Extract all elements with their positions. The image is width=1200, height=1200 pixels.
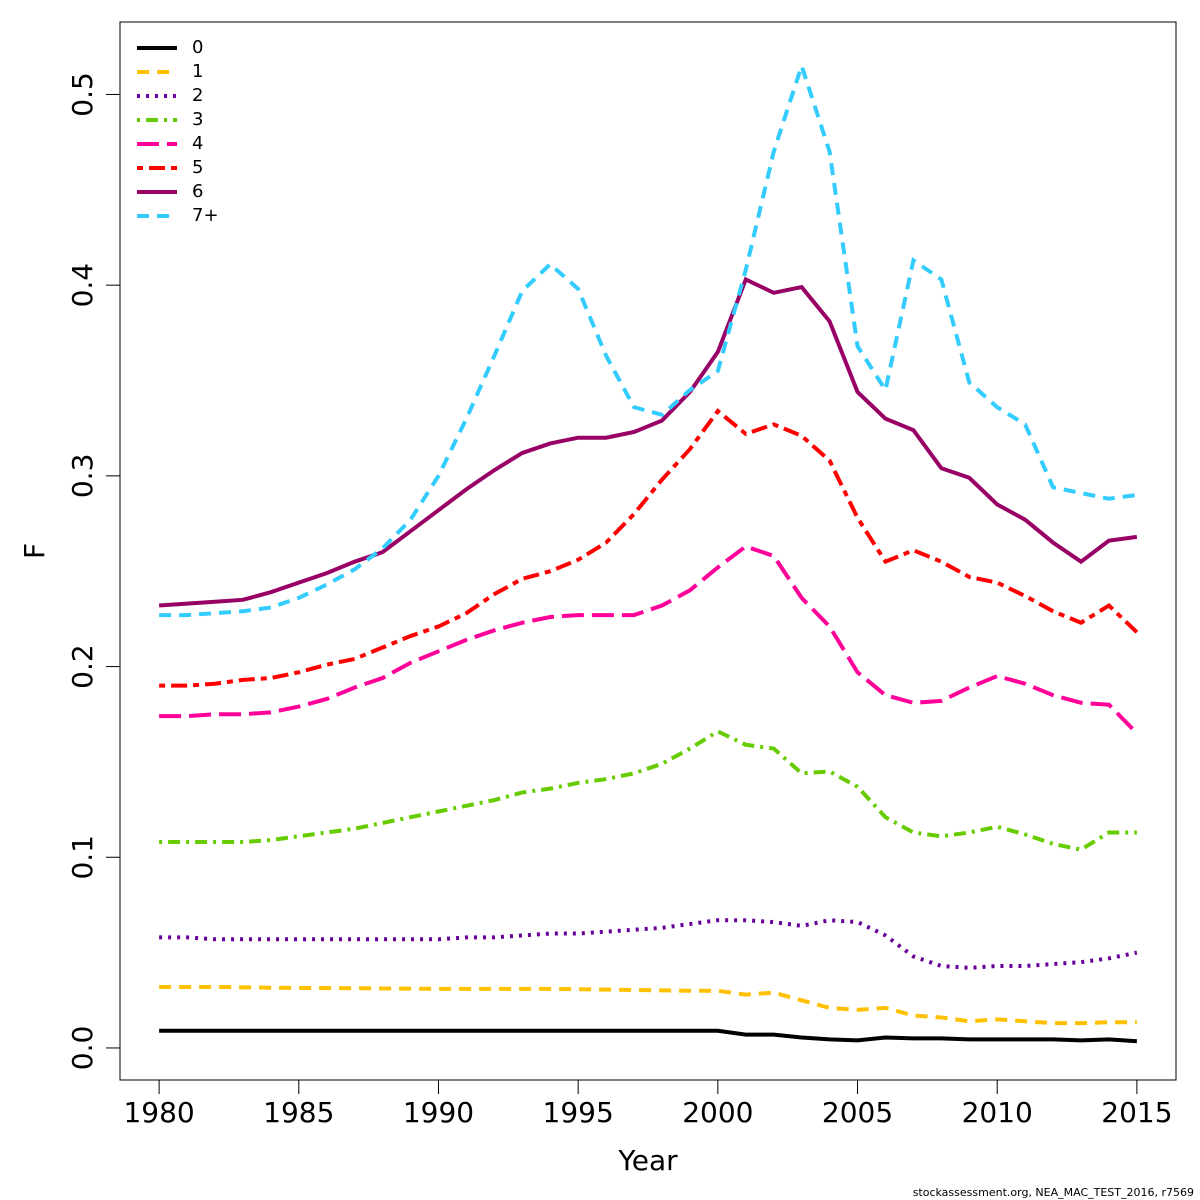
series-line <box>159 984 1137 1026</box>
y-tick-label: 0.1 <box>66 835 99 880</box>
x-tick-label: 1985 <box>263 1096 334 1129</box>
y-tick-label: 0.5 <box>66 72 99 117</box>
series-line <box>159 1028 1138 1044</box>
x-tick-label: 2015 <box>1101 1096 1172 1129</box>
series-line <box>159 729 1137 852</box>
series-line <box>159 59 1138 618</box>
x-axis-label: Year <box>617 1144 678 1177</box>
plot-frame <box>119 21 1177 1081</box>
y-tick-label: 0.4 <box>66 263 99 308</box>
series-line <box>159 918 1138 970</box>
y-tick-label: 0.3 <box>66 454 99 499</box>
x-tick-label: 1990 <box>403 1096 474 1129</box>
x-tick-label: 2000 <box>682 1096 753 1129</box>
legend-label: 7+ <box>192 205 219 226</box>
legend-label: 2 <box>192 85 203 106</box>
y-tick-label: 0.2 <box>66 644 99 689</box>
x-tick-label: 2005 <box>822 1096 893 1129</box>
x-tick-label: 2010 <box>962 1096 1033 1129</box>
series-line <box>158 276 1138 608</box>
caption: stockassessment.org, NEA_MAC_TEST_2016, … <box>913 1186 1194 1199</box>
legend-label: 3 <box>192 109 203 130</box>
legend-label: 4 <box>192 133 203 154</box>
series-line <box>159 544 1139 735</box>
series-line <box>159 408 1139 688</box>
x-tick-label: 1980 <box>123 1096 194 1129</box>
legend-label: 1 <box>192 61 203 82</box>
y-tick-label: 0.0 <box>66 1026 99 1071</box>
x-tick-label: 1995 <box>543 1096 614 1129</box>
legend-label: 0 <box>192 37 203 58</box>
y-axis-label: F <box>18 543 51 559</box>
legend-label: 6 <box>192 181 203 202</box>
legend-label: 5 <box>192 157 203 178</box>
